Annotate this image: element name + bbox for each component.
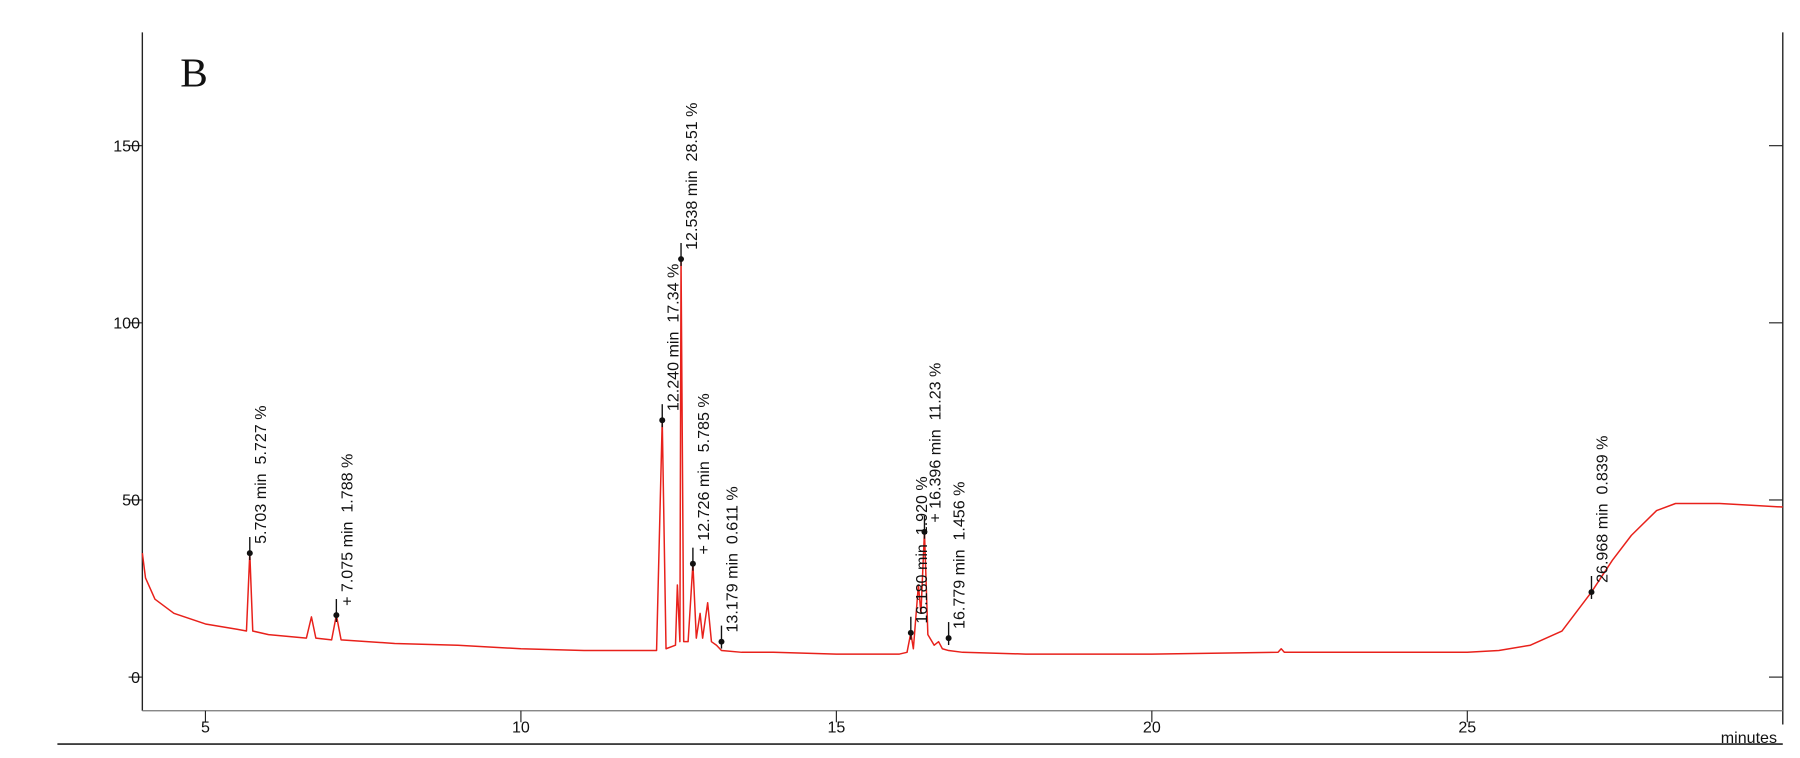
x-tick-label: 25 bbox=[1458, 719, 1476, 737]
peak-label: + 12.726 min 5.785 % bbox=[695, 393, 713, 554]
peak-label: + 7.075 min 1.788 % bbox=[338, 454, 356, 606]
peak-label: 12.538 min 28.51 % bbox=[683, 103, 701, 250]
y-tick-label: 100 bbox=[113, 315, 140, 333]
x-tick-label: 15 bbox=[827, 719, 845, 737]
peak-label: 16.180 min 1.920 % bbox=[913, 476, 931, 623]
peak-label: 12.240 min 17.34 % bbox=[664, 264, 682, 411]
peak-marker bbox=[678, 256, 685, 263]
y-tick-label: 0 bbox=[131, 669, 140, 687]
x-tick-label: 20 bbox=[1143, 719, 1161, 737]
peak-label: 16.779 min 1.456 % bbox=[951, 482, 969, 629]
peak-marker bbox=[921, 528, 928, 535]
peak-label: 5.703 min 5.727 % bbox=[252, 406, 270, 544]
panel-label: B bbox=[180, 49, 208, 95]
peak-label: + 16.396 min 11.23 % bbox=[927, 363, 945, 523]
peak-marker bbox=[689, 560, 696, 567]
peak-marker bbox=[659, 417, 666, 424]
trace bbox=[141, 258, 1783, 655]
x-axis-label: minutes bbox=[1721, 729, 1777, 747]
peak-marker bbox=[945, 635, 952, 642]
y-tick-label: 150 bbox=[113, 137, 140, 155]
peak-marker bbox=[718, 638, 725, 645]
peak-marker bbox=[1588, 589, 1595, 596]
peak-marker bbox=[907, 629, 914, 636]
peak-label: 13.179 min 0.611 % bbox=[724, 486, 742, 632]
x-tick-label: 10 bbox=[512, 719, 530, 737]
peak-marker bbox=[333, 612, 340, 619]
peak-marker bbox=[246, 550, 253, 557]
x-tick-label: 5 bbox=[201, 719, 210, 737]
peak-label: 26.968 min 0.839 % bbox=[1594, 436, 1612, 583]
y-tick-label: 50 bbox=[122, 492, 140, 510]
